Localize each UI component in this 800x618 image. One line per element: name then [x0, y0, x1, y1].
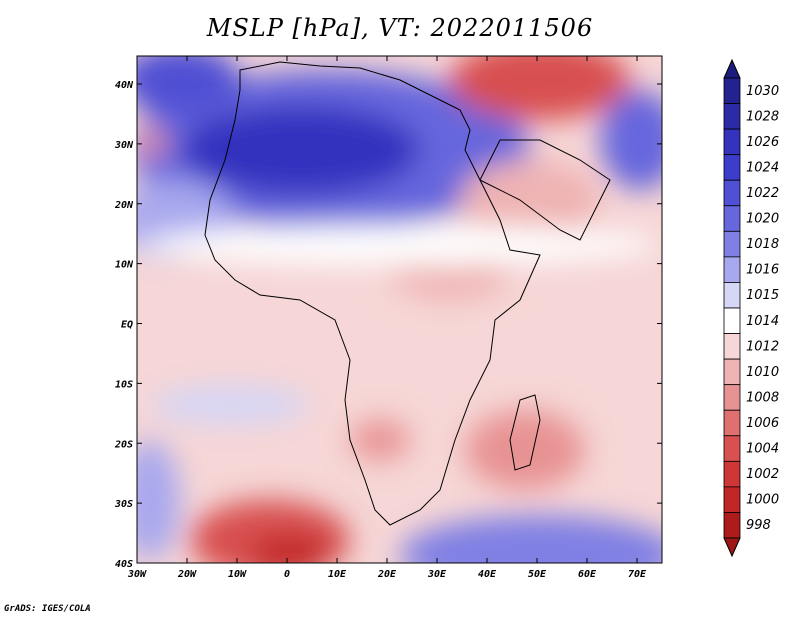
lon-label: 40E — [478, 569, 497, 580]
colorbar-swatch — [723, 435, 741, 462]
colorbar-label: 1016 — [746, 263, 779, 278]
colorbar-swatch — [723, 282, 741, 309]
lat-label: 10N — [115, 260, 134, 271]
colorbar-label: 1015 — [746, 288, 779, 303]
lon-label: 50E — [528, 569, 547, 580]
colorbar-label: 998 — [746, 518, 771, 533]
lon-label: 70E — [628, 569, 647, 580]
colorbar-label: 1028 — [746, 109, 779, 124]
colorbar-swatch — [723, 307, 741, 334]
credit-text: GrADS: IGES/COLA — [4, 604, 91, 614]
lon-label: 0 — [284, 569, 290, 580]
colorbar-label: 1026 — [746, 135, 779, 150]
colorbar-swatch — [723, 77, 741, 104]
colorbar-label: 1002 — [746, 467, 779, 482]
colorbar-swatch — [723, 128, 741, 156]
lat-label: 10S — [115, 379, 133, 390]
colorbar-bottom-arrow — [723, 537, 741, 558]
colorbar-swatch — [723, 230, 741, 258]
colorbar-swatch — [723, 460, 741, 488]
colorbar-label: 1006 — [746, 416, 779, 431]
colorbar-swatch — [723, 333, 741, 360]
colorbar-swatch — [723, 256, 741, 283]
lat-label: 40N — [115, 80, 134, 91]
colorbar-swatch — [723, 103, 741, 130]
lat-label: 30N — [114, 140, 134, 151]
colorbar-label: 1014 — [746, 314, 779, 329]
colorbar-label: 1030 — [746, 84, 779, 99]
lon-label: 10W — [228, 569, 247, 580]
colorbar-swatch — [723, 512, 741, 539]
lon-label: 10E — [328, 569, 347, 580]
lon-label: 20W — [177, 569, 197, 580]
lon-label: 30W — [127, 569, 147, 580]
colorbar-swatch — [723, 358, 741, 386]
lat-label: EQ — [121, 320, 133, 331]
lat-label: 30S — [114, 499, 133, 510]
plot-frame — [136, 55, 663, 564]
colorbar-swatch — [723, 486, 741, 513]
colorbar-label: 1022 — [746, 186, 779, 201]
colorbar-swatch — [723, 384, 741, 411]
colorbar-label: 1012 — [746, 339, 779, 354]
colorbar-label: 1004 — [746, 442, 779, 457]
lon-label: 20E — [377, 569, 397, 580]
coastlines — [204, 61, 611, 526]
colorbar: 1030 1028 1026 1024 1022 1020 1018 1016 1015 1014… — [723, 58, 779, 558]
colorbar-swatch — [723, 205, 741, 232]
lat-label: 20S — [114, 439, 133, 450]
colorbar-label: 1024 — [746, 160, 779, 175]
lon-label: 30E — [427, 569, 447, 580]
lat-label: 20N — [114, 200, 134, 211]
map-title: MSLP [hPa], VT: 2022011506 — [206, 14, 594, 42]
colorbar-swatch — [723, 179, 741, 207]
colorbar-label: 1000 — [746, 493, 779, 508]
colorbar-swatch — [723, 154, 741, 181]
colorbar-label: 1008 — [746, 390, 779, 405]
colorbar-label: 1010 — [746, 365, 779, 380]
longitude-axis: 30W 20W 10W 0 10E 20E 30E 40E 50E 60E 70E — [127, 56, 647, 580]
colorbar-swatch — [723, 409, 741, 437]
lon-label: 60E — [578, 569, 597, 580]
colorbar-label: 1020 — [746, 212, 779, 227]
colorbar-label: 1018 — [746, 237, 779, 252]
latitude-axis: 40N 30N 20N 10N EQ 10S 20S 30S 40S — [114, 80, 662, 570]
pressure-field — [137, 56, 662, 563]
colorbar-top-arrow — [723, 58, 741, 79]
lat-label: 40S — [115, 559, 133, 570]
